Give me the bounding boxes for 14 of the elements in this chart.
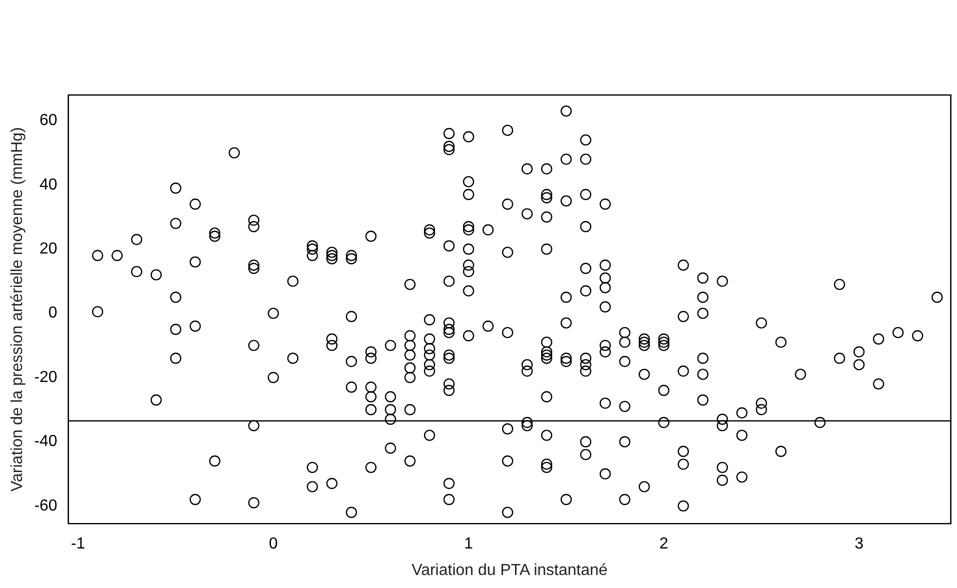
- y-tick-label: 0: [48, 304, 58, 322]
- y-tick-label: 60: [40, 112, 58, 130]
- x-tick-label: 2: [659, 536, 668, 553]
- y-axis-title: Variation de la pression artérielle moyenne (mmHg): [9, 127, 26, 492]
- y-tick-label: -60: [34, 497, 58, 514]
- x-tick-label: 0: [268, 536, 278, 553]
- x-tick-label: 3: [854, 536, 864, 553]
- x-axis-title: Variation du PTA instantané: [412, 562, 608, 579]
- x-tick-label: 1: [464, 536, 474, 553]
- y-tick-label: 40: [40, 176, 58, 194]
- y-tick-label: -40: [34, 433, 58, 450]
- y-tick-label: -20: [34, 368, 58, 386]
- y-tick-label: 20: [40, 240, 58, 258]
- x-tick-label: -1: [70, 536, 86, 553]
